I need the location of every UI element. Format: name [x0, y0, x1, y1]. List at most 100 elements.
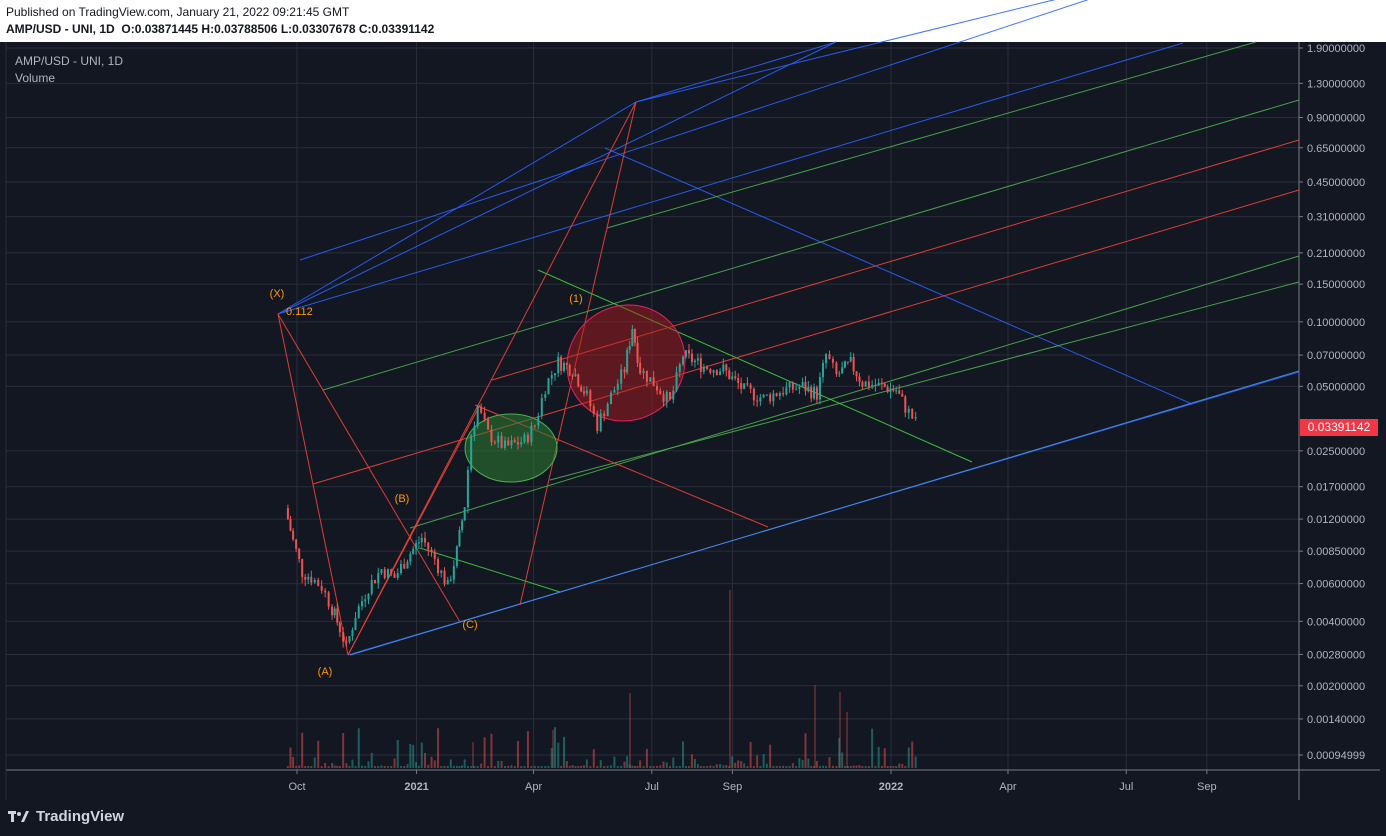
- volume-bar: [620, 765, 623, 768]
- candle-body: [813, 387, 816, 399]
- candle-body: [871, 384, 874, 388]
- volume-bar: [497, 760, 500, 768]
- candle-body: [815, 387, 818, 400]
- volume-bar: [440, 765, 443, 768]
- candle-body: [858, 376, 861, 382]
- candle-body: [743, 383, 746, 389]
- volume-bar: [898, 763, 901, 768]
- volume-bar: [892, 765, 895, 768]
- volume-bar: [298, 765, 301, 768]
- candle-body: [289, 519, 292, 531]
- volume-bar: [886, 765, 889, 768]
- volume-bar: [520, 766, 523, 768]
- volume-bar: [480, 763, 483, 768]
- candle-body: [348, 636, 351, 642]
- candle-body: [788, 382, 791, 388]
- candle-body: [571, 375, 574, 377]
- candle-body: [393, 573, 396, 578]
- volume-bar: [370, 752, 373, 768]
- volume-bar: [333, 765, 336, 768]
- candle-body: [907, 408, 910, 413]
- candle-body: [801, 382, 804, 387]
- volume-bar: [292, 756, 295, 768]
- volume-bar: [756, 755, 759, 768]
- candle-body: [639, 362, 642, 374]
- symbol-ohlc-line: AMP/USD - UNI, 1D O:0.03871445 H:0.03788…: [6, 22, 434, 36]
- volume-bar: [752, 765, 755, 768]
- candle-body: [626, 349, 629, 373]
- trend-line: [491, 139, 1300, 381]
- candle-body: [880, 382, 883, 384]
- volume-bar: [709, 765, 712, 768]
- legend-volume[interactable]: Volume: [15, 71, 56, 85]
- volume-bar: [351, 759, 354, 768]
- volume-bar: [396, 740, 399, 768]
- candle-body: [377, 573, 380, 584]
- candle-body: [778, 393, 781, 396]
- candle-body: [399, 564, 402, 574]
- volume-bar: [801, 759, 804, 768]
- price-tick-label: 0.00280000: [1307, 649, 1365, 661]
- candle-body: [782, 393, 785, 395]
- legend-title[interactable]: AMP/USD - UNI, 1D: [15, 54, 124, 68]
- volume-bar: [883, 748, 886, 768]
- trend-line: [277, 42, 1184, 315]
- tradingview-logo[interactable]: TradingView: [8, 808, 124, 825]
- volume-bar: [338, 765, 341, 768]
- volume-bar: [577, 765, 580, 768]
- price-tick-label: 0.00850000: [1307, 546, 1365, 558]
- candle-body: [696, 358, 699, 361]
- volume-bar: [642, 766, 645, 768]
- candle-body: [765, 394, 768, 396]
- candle-body: [628, 345, 631, 350]
- candle-body: [652, 377, 655, 387]
- candle-body: [295, 539, 298, 549]
- price-tick-label: 0.90000000: [1307, 113, 1365, 125]
- candle-body: [345, 641, 348, 643]
- candle-body: [547, 378, 550, 395]
- candle-body: [719, 371, 722, 375]
- volume-bar: [516, 741, 519, 768]
- volume-bar: [740, 761, 743, 768]
- volume-bar: [301, 732, 304, 768]
- candle-body: [446, 580, 449, 585]
- price-tick-label: 0.00140000: [1307, 714, 1365, 726]
- volume-bar: [589, 765, 592, 768]
- volume-bar: [554, 727, 557, 768]
- volume-bar: [493, 765, 496, 768]
- published-text: Published on TradingView.com, January 21…: [6, 5, 350, 19]
- candle-body: [396, 573, 399, 578]
- candle-body: [599, 413, 602, 432]
- volume-bar: [687, 765, 690, 768]
- candle-body: [550, 375, 553, 379]
- symbol-label: AMP/USD - UNI, 1D: [6, 22, 115, 36]
- candle-body: [497, 435, 500, 443]
- candle-body: [642, 370, 645, 374]
- candle-body: [838, 373, 841, 375]
- candle-body: [785, 387, 788, 395]
- volume-bar: [901, 763, 904, 768]
- candle-body: [669, 392, 672, 400]
- candle-body: [403, 564, 406, 569]
- candle-body: [560, 356, 563, 371]
- volume-bar: [568, 765, 571, 768]
- volume-bar: [455, 765, 458, 768]
- volume-bar: [867, 765, 870, 768]
- candle-body: [685, 350, 688, 357]
- candle-body: [728, 370, 731, 380]
- candle-body: [455, 546, 458, 566]
- trend-line: [277, 313, 461, 623]
- candle-body: [861, 381, 864, 387]
- time-tick-label: Apr: [999, 781, 1016, 793]
- candle-body: [804, 382, 807, 392]
- candle-body: [507, 440, 510, 446]
- candle-body: [577, 374, 580, 387]
- volume-bar: [327, 766, 330, 768]
- volume-bar: [835, 765, 838, 768]
- candle-body: [699, 358, 702, 372]
- candle-body: [687, 350, 690, 354]
- candle-body: [420, 537, 423, 543]
- candle-body: [734, 376, 737, 379]
- volume-bar: [565, 760, 568, 768]
